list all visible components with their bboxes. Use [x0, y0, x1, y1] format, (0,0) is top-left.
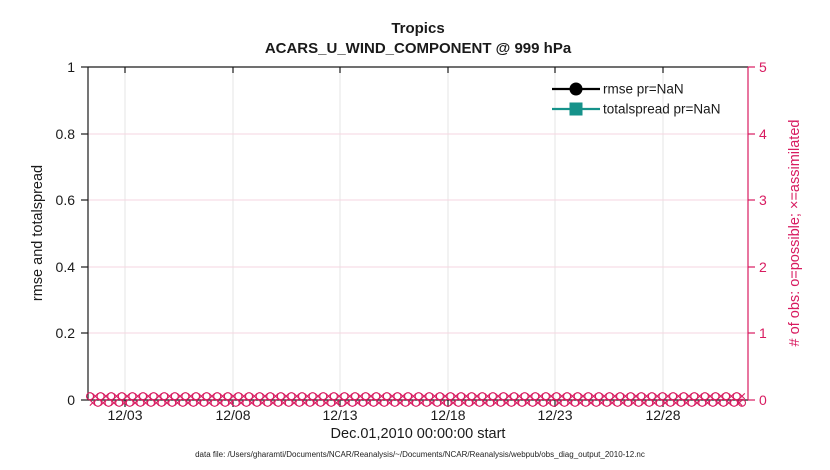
legend-item-totalspread: totalspread pr=NaN [552, 102, 720, 117]
chart-subtitle: ACARS_U_WIND_COMPONENT @ 999 hPa [265, 40, 572, 57]
x-tick: 12/18 [430, 407, 465, 423]
x-axis-label: Dec.01,2010 00:00:00 start [331, 426, 506, 442]
y-tick-right: 0 [759, 392, 767, 408]
y-tick-right: 2 [759, 259, 767, 275]
y-axis-right-label: # of obs: o=possible; ×=assimilated [787, 120, 803, 347]
y-tick: 0.8 [56, 126, 76, 142]
y-tick: 0.6 [56, 192, 76, 208]
tick-marks [81, 66, 755, 407]
x-tick: 12/08 [215, 407, 250, 423]
datafile-note: data file: /Users/gharamti/Documents/NCA… [195, 450, 645, 459]
legend-label-totalspread: totalspread pr=NaN [603, 102, 720, 117]
x-tick: 12/28 [645, 407, 680, 423]
chart-title: Tropics [391, 20, 444, 37]
x-axis-tick-labels: 12/03 12/08 12/13 12/18 12/23 12/28 [107, 407, 680, 423]
x-tick: 12/03 [107, 407, 142, 423]
legend: rmse pr=NaN totalspread pr=NaN [552, 82, 720, 117]
axes-box [87, 66, 749, 401]
rmse-circle-marker-icon [569, 82, 583, 96]
y-tick-right: 4 [759, 126, 767, 142]
legend-item-rmse: rmse pr=NaN [552, 82, 684, 97]
legend-label-rmse: rmse pr=NaN [603, 82, 684, 97]
x-tick: 12/23 [537, 407, 572, 423]
obs-marker-band [85, 392, 747, 407]
y-tick: 0.4 [56, 259, 76, 275]
y-tick-right: 5 [759, 59, 767, 75]
y-axis-left-tick-labels: 1 0.8 0.6 0.4 0.2 0 [56, 59, 76, 408]
y-axis-left-label: rmse and totalspread [30, 165, 46, 301]
totalspread-square-marker-icon [569, 102, 583, 116]
y-tick-right: 1 [759, 325, 767, 341]
y-tick: 0 [67, 392, 75, 408]
y-tick: 0.2 [56, 325, 76, 341]
gridlines [88, 67, 748, 400]
y-tick-right: 3 [759, 192, 767, 208]
y-tick: 1 [67, 59, 75, 75]
x-tick: 12/13 [322, 407, 357, 423]
y-axis-right-tick-labels: 5 4 3 2 1 0 [759, 59, 767, 408]
